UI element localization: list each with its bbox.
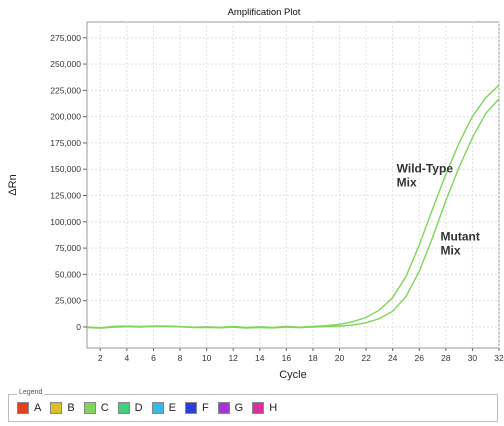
y-tick-label: 250,000 <box>50 59 81 69</box>
legend-swatch <box>184 402 197 414</box>
x-tick-label: 8 <box>178 353 183 363</box>
legend-item[interactable]: C <box>83 402 109 414</box>
legend-title: Legend <box>17 389 45 396</box>
grid-lines <box>87 22 500 348</box>
y-tick-label: 150,000 <box>50 164 81 174</box>
y-tick-label: 275,000 <box>50 33 81 43</box>
y-tick-label: 200,000 <box>50 112 81 122</box>
x-tick-label: 24 <box>388 353 398 363</box>
y-axis-title: ΔRn <box>7 174 19 195</box>
y-axis-ticks: 0 25,000 50,000 75,000 100,000 125,000 150,000… <box>50 33 87 332</box>
x-tick-label: 10 <box>202 353 212 363</box>
legend-item[interactable]: H <box>252 402 277 414</box>
legend-swatch <box>50 402 63 414</box>
legend-item[interactable]: A <box>17 402 41 414</box>
annotation-label: Mix <box>441 244 461 258</box>
legend-swatch <box>151 402 164 414</box>
legend-item[interactable]: E <box>151 402 176 414</box>
x-tick-label: 2 <box>98 353 103 363</box>
x-tick-label: 22 <box>361 353 371 363</box>
y-tick-label: 0 <box>76 322 81 332</box>
legend-swatch <box>17 402 29 414</box>
legend-label: C <box>100 402 109 414</box>
y-tick-label: 125,000 <box>50 191 81 201</box>
annotation-label: Mix <box>397 175 417 189</box>
x-tick-label: 16 <box>282 353 292 363</box>
x-tick-label: 12 <box>228 353 238 363</box>
legend-label: H <box>269 402 278 414</box>
x-tick-label: 32 <box>494 353 504 363</box>
y-tick-label: 175,000 <box>50 138 81 148</box>
legend-item[interactable]: B <box>50 402 75 414</box>
x-tick-label: 4 <box>125 353 130 363</box>
annotation-label: Mutant <box>441 230 480 244</box>
plot-area <box>86 21 500 349</box>
legend-item[interactable]: D <box>117 402 143 414</box>
y-tick-label: 100,000 <box>50 217 81 227</box>
legend-label: A <box>34 402 42 414</box>
annotation-label: Wild-Type <box>397 161 454 175</box>
x-tick-label: 14 <box>255 353 265 363</box>
legend-item[interactable]: F <box>184 402 209 414</box>
y-tick-label: 25,000 <box>55 296 81 306</box>
legend-label: F <box>201 402 209 414</box>
x-axis-title: Cycle <box>279 369 307 381</box>
series-lines <box>86 84 500 329</box>
legend-items: A B C D E F G H <box>17 402 286 414</box>
y-tick-label: 50,000 <box>55 269 81 279</box>
y-tick-label: 75,000 <box>55 243 81 253</box>
y-tick-label: 225,000 <box>50 85 81 95</box>
x-tick-label: 18 <box>308 353 318 363</box>
legend-swatch <box>217 402 230 414</box>
x-axis-ticks: 2 4 6 8 10 12 14 16 18 20 22 24 26 28 30 32 <box>98 348 504 363</box>
amplification-chart: Amplification Plot 0 25,000 50,000 75,000 10… <box>7 7 504 381</box>
x-tick-label: 26 <box>415 353 425 363</box>
legend-swatch <box>83 402 96 414</box>
legend-label: B <box>67 402 75 414</box>
x-tick-label: 20 <box>335 353 345 363</box>
x-tick-label: 30 <box>468 353 478 363</box>
legend-swatch <box>117 402 130 414</box>
x-tick-label: 6 <box>151 353 156 363</box>
legend-label: D <box>134 402 143 414</box>
legend-label: E <box>168 402 176 414</box>
legend-label: G <box>234 402 244 414</box>
legend: Legend A B C D E F G H <box>8 389 498 422</box>
x-tick-label: 28 <box>441 353 451 363</box>
series-line <box>86 98 500 329</box>
legend-item[interactable]: G <box>217 402 244 414</box>
chart-title: Amplification Plot <box>228 7 301 18</box>
legend-swatch <box>252 402 265 414</box>
